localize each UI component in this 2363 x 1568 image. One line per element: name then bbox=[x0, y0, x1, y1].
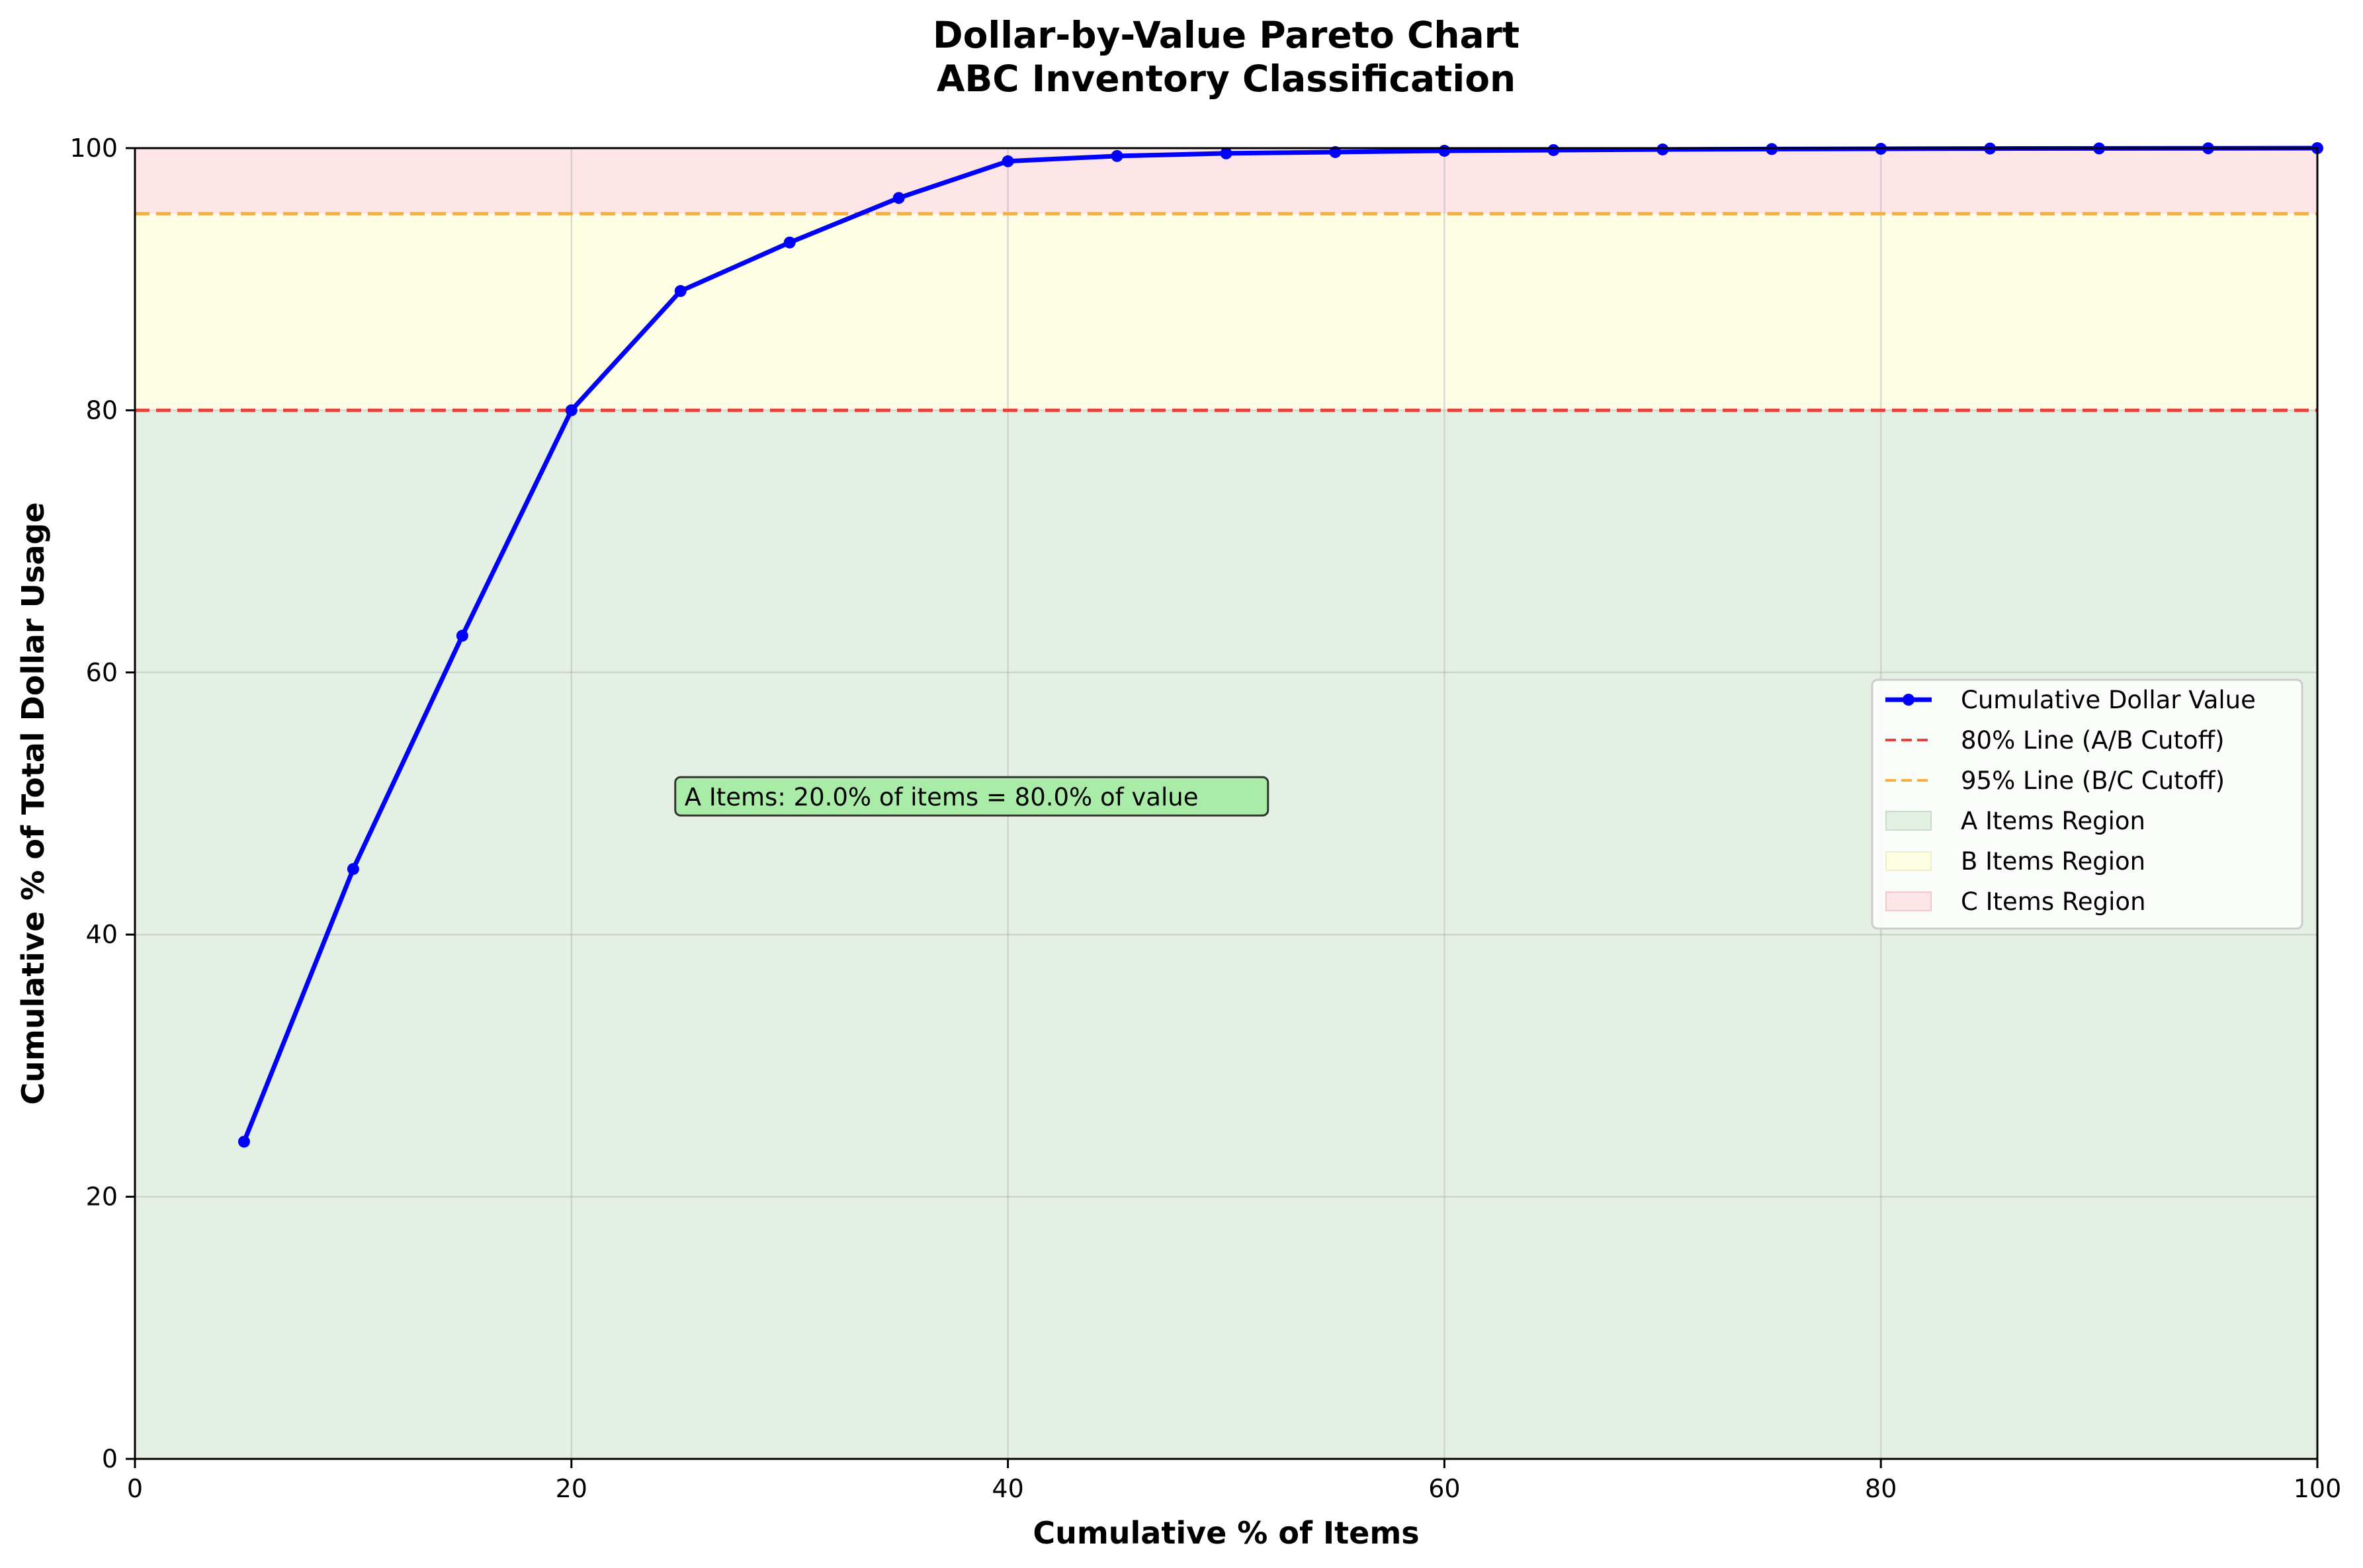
legend-label-c-region: C Items Region bbox=[1961, 887, 2146, 916]
legend-label-b-region: B Items Region bbox=[1961, 847, 2145, 876]
y-axis-label: Cumulative % of Total Dollar Usage bbox=[15, 502, 51, 1104]
y-tick-label: 100 bbox=[69, 134, 118, 163]
data-point bbox=[237, 1135, 250, 1148]
y-tick-label: 40 bbox=[86, 920, 118, 949]
data-point bbox=[456, 630, 468, 642]
data-point bbox=[1656, 143, 1669, 155]
annotation-layer: A Items: 20.0% of items = 80.0% of value bbox=[674, 776, 1269, 817]
plot-frame bbox=[134, 147, 2319, 1460]
data-point bbox=[783, 236, 796, 249]
legend-label-series: Cumulative Dollar Value bbox=[1961, 686, 2256, 714]
x-tick-label: 80 bbox=[1865, 1474, 1897, 1503]
axes-layer: 0 20 40 60 80 100 0 20 40 60 80 100 bbox=[69, 134, 2341, 1503]
data-point bbox=[1111, 149, 1123, 162]
data-point bbox=[1002, 155, 1014, 167]
data-point bbox=[347, 863, 359, 876]
regions-layer bbox=[135, 148, 2317, 1459]
legend-swatch-marker bbox=[1903, 694, 1914, 706]
legend-frame bbox=[1871, 679, 2303, 930]
legend-swatch-c-region bbox=[1885, 891, 1932, 911]
data-point bbox=[1220, 147, 1232, 159]
data-point bbox=[1547, 144, 1560, 156]
y-tick-label: 0 bbox=[102, 1444, 118, 1473]
chart-subtitle: ABC Inventory Classification bbox=[937, 58, 1516, 100]
annotation-text: A Items: 20.0% of items = 80.0% of value bbox=[685, 783, 1199, 811]
region-a-items bbox=[135, 410, 2317, 1459]
y-tick-label: 60 bbox=[86, 658, 118, 687]
data-point bbox=[1438, 144, 1451, 157]
legend-label-a-region: A Items Region bbox=[1961, 807, 2145, 835]
region-b-items bbox=[135, 214, 2317, 411]
x-tick-label: 20 bbox=[556, 1474, 587, 1503]
y-tick-label: 20 bbox=[86, 1182, 118, 1212]
x-tick-label: 60 bbox=[1428, 1474, 1460, 1503]
legend-swatch-b-region bbox=[1885, 851, 1932, 871]
chart-title: Dollar-by-Value Pareto Chart bbox=[933, 14, 1520, 56]
legend-label-80-line: 80% Line (A/B Cutoff) bbox=[1961, 726, 2225, 755]
data-point bbox=[674, 285, 687, 298]
x-tick-label: 40 bbox=[992, 1474, 1023, 1503]
x-axis-label: Cumulative % of Items bbox=[1033, 1515, 1419, 1551]
annotation-box bbox=[674, 776, 1269, 817]
y-tick-label: 80 bbox=[86, 395, 118, 425]
legend-swatch-a-region bbox=[1885, 811, 1932, 831]
reference-lines-layer bbox=[135, 212, 2317, 412]
data-point bbox=[892, 192, 905, 204]
legend: Cumulative Dollar Value 80% Line (A/B Cu… bbox=[1871, 679, 2303, 930]
x-tick-label: 0 bbox=[127, 1474, 143, 1503]
data-point bbox=[565, 404, 578, 417]
legend-label-95-line: 95% Line (B/C Cutoff) bbox=[1961, 766, 2225, 795]
x-tick-label: 100 bbox=[2294, 1474, 2342, 1503]
